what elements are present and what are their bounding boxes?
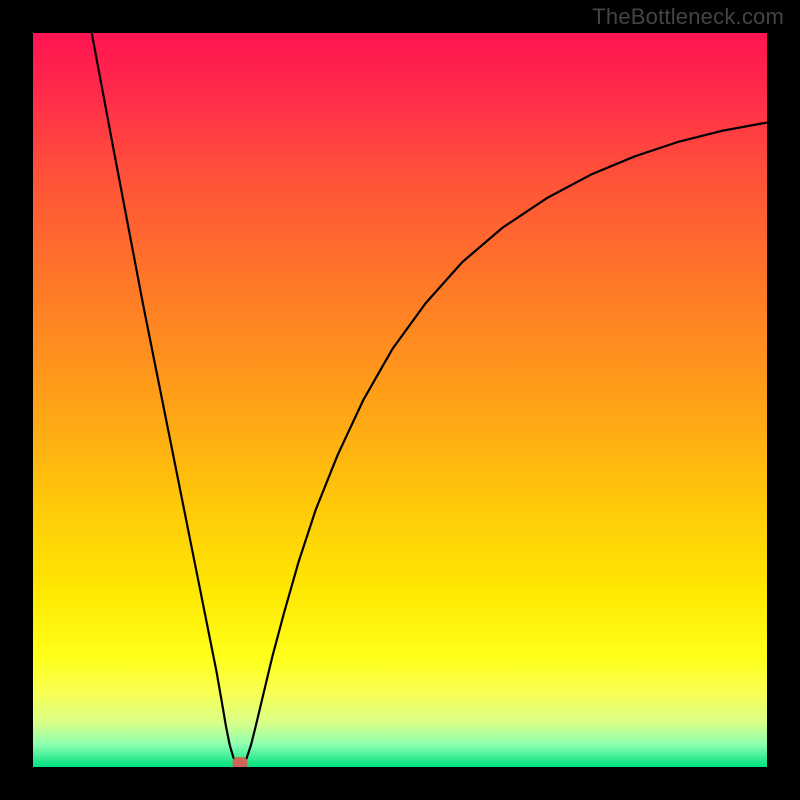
optimum-marker xyxy=(232,757,247,767)
bottleneck-curve xyxy=(33,33,767,767)
watermark-text: TheBottleneck.com xyxy=(592,4,784,30)
plot-area xyxy=(33,33,767,767)
